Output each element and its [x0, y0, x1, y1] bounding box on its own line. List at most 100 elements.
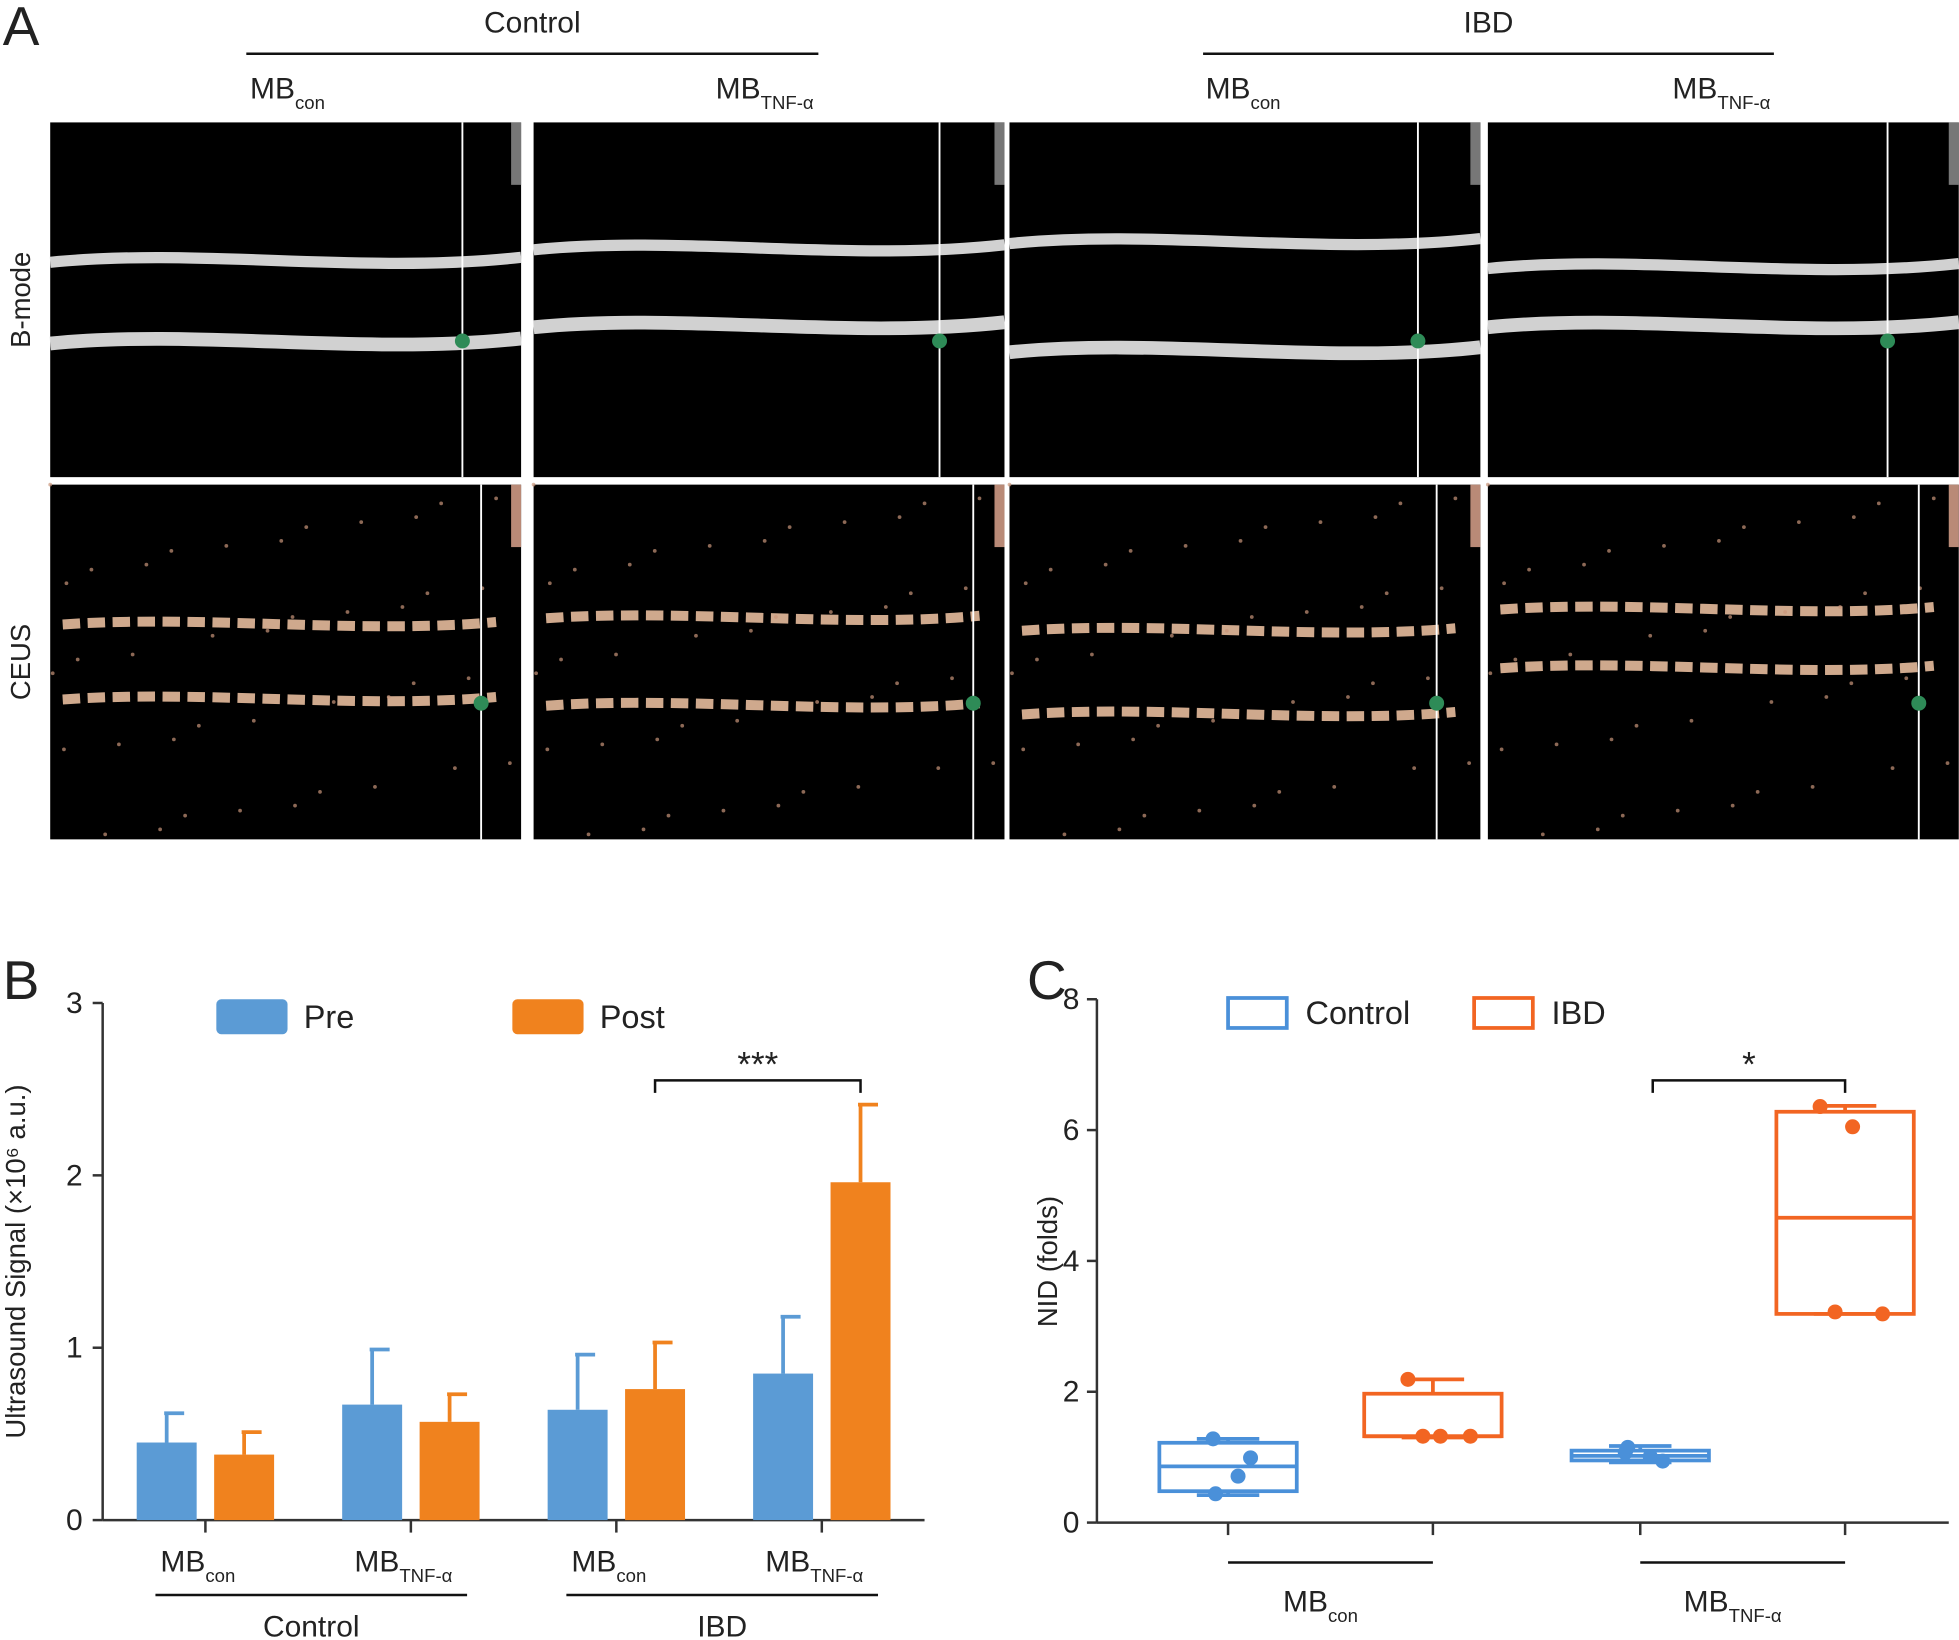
data-point	[1462, 1428, 1478, 1444]
speckle	[1035, 657, 1039, 662]
speckle	[1540, 832, 1545, 837]
x-tick-label-main: MB	[765, 1545, 810, 1578]
legend-swatch	[1226, 996, 1289, 1030]
speckle	[1904, 676, 1909, 681]
speckle	[908, 591, 913, 596]
speckle	[801, 790, 806, 794]
speckle	[1648, 633, 1653, 638]
ultrasound-image	[50, 484, 522, 840]
speckle	[735, 718, 740, 723]
data-point	[1620, 1439, 1636, 1455]
bar	[342, 1404, 403, 1521]
speckle	[559, 657, 563, 662]
speckle	[117, 742, 121, 747]
x-tick-label-sub: TNF-α	[1729, 1605, 1782, 1626]
speckle	[762, 538, 767, 543]
speckle	[1890, 766, 1895, 771]
speckle	[439, 501, 444, 506]
speckle	[1609, 737, 1614, 742]
speckle	[586, 832, 591, 837]
speckle	[290, 615, 295, 619]
speckle	[158, 827, 162, 832]
group-label: IBD	[697, 1610, 747, 1640]
speckle	[1371, 681, 1375, 686]
speckle	[1568, 652, 1573, 657]
speckle	[1023, 581, 1028, 586]
vessel-wall	[532, 315, 1006, 336]
speckle	[1373, 515, 1378, 519]
color-scale-bar	[1470, 484, 1481, 548]
speckle	[1062, 832, 1067, 837]
error-bar	[164, 1411, 185, 1443]
color-scale-bar	[994, 484, 1005, 548]
speckle	[1863, 591, 1867, 596]
x-tick-label-main: MB	[1684, 1585, 1729, 1618]
y-tick-label: 4	[1063, 1245, 1080, 1278]
x-tick-label-main: MB	[571, 1545, 616, 1578]
speckle	[1277, 790, 1282, 794]
ultrasound-image	[533, 484, 1005, 840]
speckle	[1048, 567, 1053, 572]
speckle	[1499, 747, 1504, 752]
speckle	[694, 633, 698, 638]
speckle	[950, 676, 954, 681]
speckle	[103, 832, 108, 837]
speckle	[1252, 803, 1257, 808]
vessel-wall	[1008, 232, 1481, 251]
y-tick-label: 2	[66, 1159, 83, 1192]
speckle	[776, 803, 781, 808]
y-tick-label: 0	[66, 1504, 83, 1537]
speckle	[1318, 520, 1323, 524]
speckle	[1485, 482, 1490, 487]
x-tick-label-sub: con	[1328, 1605, 1358, 1626]
speckle	[293, 803, 297, 808]
speckle	[1131, 737, 1136, 742]
data-point	[1432, 1428, 1448, 1444]
data-point	[1827, 1304, 1843, 1320]
group-label: Control	[484, 6, 581, 39]
speckle	[1876, 501, 1881, 506]
speckle	[494, 496, 498, 501]
legend-swatch	[216, 999, 288, 1035]
contrast-signal	[1499, 660, 1935, 675]
significance-bracket	[1651, 1079, 1847, 1093]
ultrasound-image	[1487, 122, 1959, 478]
y-tick-label: 1	[66, 1332, 83, 1365]
speckle	[787, 525, 792, 529]
x-tick-label-sub: TNF-α	[399, 1565, 452, 1586]
legend-label: Control	[1306, 995, 1411, 1031]
speckle	[373, 785, 377, 789]
panel-label: A	[3, 0, 40, 57]
speckle	[89, 567, 94, 572]
speckle	[1755, 790, 1760, 794]
legend-label: IBD	[1552, 995, 1606, 1031]
y-tick-label: 2	[1063, 1376, 1080, 1409]
error-bar	[369, 1347, 390, 1405]
focus-marker	[1880, 333, 1896, 349]
color-scale-bar	[1948, 484, 1959, 548]
contrast-signal	[62, 616, 497, 632]
color-scale-bar	[511, 484, 522, 548]
gray-scale-bar	[994, 122, 1005, 185]
speckle	[265, 628, 270, 633]
speckle	[545, 747, 550, 752]
data-point	[1415, 1428, 1431, 1444]
speckle	[870, 695, 874, 699]
data-point	[1655, 1453, 1671, 1469]
vessel-wall	[1487, 315, 1959, 336]
speckle	[359, 520, 364, 524]
speckle	[1197, 808, 1202, 813]
y-tick-label: 8	[1063, 983, 1080, 1016]
error-bar	[447, 1392, 468, 1422]
speckle	[1703, 628, 1708, 633]
speckle	[1945, 761, 1950, 766]
contrast-signal	[545, 610, 980, 626]
box	[1774, 1109, 1916, 1316]
data-point	[1243, 1450, 1259, 1466]
x-tick-label-sub: TNF-α	[810, 1565, 863, 1586]
error-bar	[575, 1352, 596, 1410]
group-label: Control	[263, 1610, 360, 1640]
column-label: MBcon	[250, 73, 325, 113]
column-label: MBcon	[1206, 73, 1281, 113]
